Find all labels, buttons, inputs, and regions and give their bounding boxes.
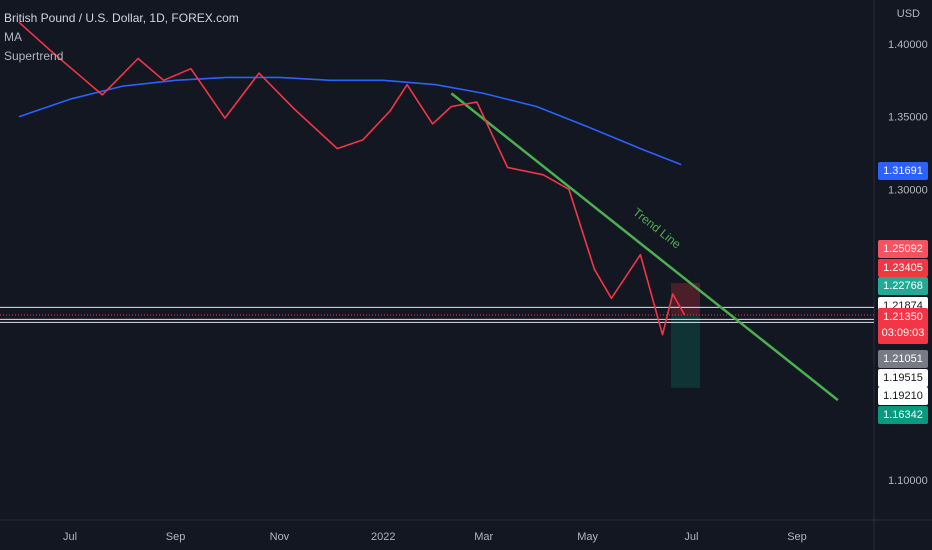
- indicator-ma-label[interactable]: MA: [4, 30, 22, 44]
- time-tick-label: 2022: [371, 531, 395, 543]
- chart-legend: British Pound / U.S. Dollar, 1D, FOREX.c…: [4, 9, 239, 66]
- time-tick-label: Nov: [270, 531, 290, 543]
- price-axis-label[interactable]: 1.21350 03:09:03: [878, 308, 928, 344]
- price-axis-label-value: 1.16342: [883, 409, 923, 421]
- price-axis-label-value: 1.22768: [883, 280, 923, 292]
- price-axis-label[interactable]: 1.22768: [878, 277, 928, 295]
- time-tick-label: May: [577, 531, 598, 543]
- series-price: [18, 21, 686, 336]
- price-axis-label-value: 1.19515: [883, 372, 923, 384]
- time-tick-label: Jul: [63, 531, 77, 543]
- price-tick-label: 1.35000: [888, 112, 928, 124]
- price-axis-label-value: 1.31691: [883, 165, 923, 177]
- symbol-title[interactable]: British Pound / U.S. Dollar, 1D, FOREX.c…: [4, 11, 239, 25]
- price-tick-label: 1.40000: [888, 39, 928, 51]
- price-axis-label-value: 1.25092: [883, 243, 923, 255]
- time-tick-label: Sep: [166, 531, 186, 543]
- price-axis-label-value: 1.21350: [883, 311, 923, 323]
- series-trend-line: [450, 92, 839, 402]
- price-axis-label[interactable]: 1.25092: [878, 240, 928, 258]
- price-axis-countdown: 03:09:03: [881, 327, 925, 339]
- position-target-zone: [671, 315, 700, 388]
- price-axis-label[interactable]: 1.31691: [878, 162, 928, 180]
- trend-line-label: Trend Line: [630, 205, 684, 252]
- series-ma: [18, 76, 682, 166]
- price-axis-currency[interactable]: USD: [896, 8, 920, 20]
- price-axis-label[interactable]: 1.19515: [878, 369, 928, 387]
- price-axis-label-value: 1.19210: [883, 390, 923, 402]
- price-axis-label[interactable]: 1.23405: [878, 259, 928, 277]
- price-tick-label: 1.30000: [888, 184, 928, 196]
- price-axis-label[interactable]: 1.19210: [878, 387, 928, 405]
- price-axis-label[interactable]: 1.21051: [878, 350, 928, 368]
- price-tick-label: 1.10000: [888, 475, 928, 487]
- time-tick-label: Sep: [787, 531, 807, 543]
- indicator-supertrend-label[interactable]: Supertrend: [4, 49, 64, 63]
- time-tick-label: Jul: [684, 531, 698, 543]
- price-axis-label-value: 1.21051: [883, 353, 923, 365]
- price-axis-label[interactable]: 1.16342: [878, 406, 928, 424]
- time-tick-label: Mar: [474, 531, 493, 543]
- price-axis-label-value: 1.23405: [883, 262, 923, 274]
